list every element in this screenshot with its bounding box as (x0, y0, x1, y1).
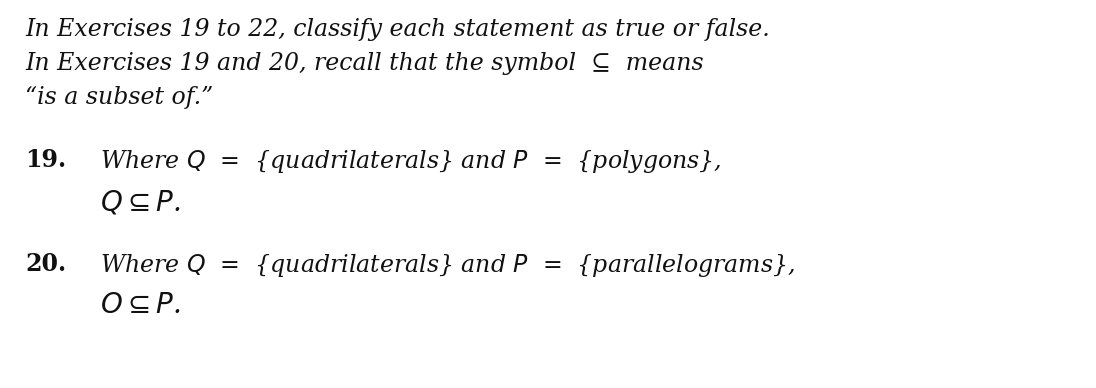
Text: 19.: 19. (25, 148, 66, 172)
Text: $O \subseteq P$.: $O \subseteq P$. (100, 292, 181, 319)
Text: In Exercises 19 and 20, recall that the symbol  ⊆  means: In Exercises 19 and 20, recall that the … (25, 52, 704, 75)
Text: Where $Q$  =  {quadrilaterals} and $P$  =  {parallelograms},: Where $Q$ = {quadrilaterals} and $P$ = {… (100, 252, 796, 279)
Text: In Exercises 19 to 22, classify each statement as true or false.: In Exercises 19 to 22, classify each sta… (25, 18, 769, 41)
Text: 20.: 20. (25, 252, 66, 276)
Text: $Q \subseteq P$.: $Q \subseteq P$. (100, 188, 181, 216)
Text: Where $Q$  =  {quadrilaterals} and $P$  =  {polygons},: Where $Q$ = {quadrilaterals} and $P$ = {… (100, 148, 721, 175)
Text: “is a subset of.”: “is a subset of.” (25, 86, 214, 109)
